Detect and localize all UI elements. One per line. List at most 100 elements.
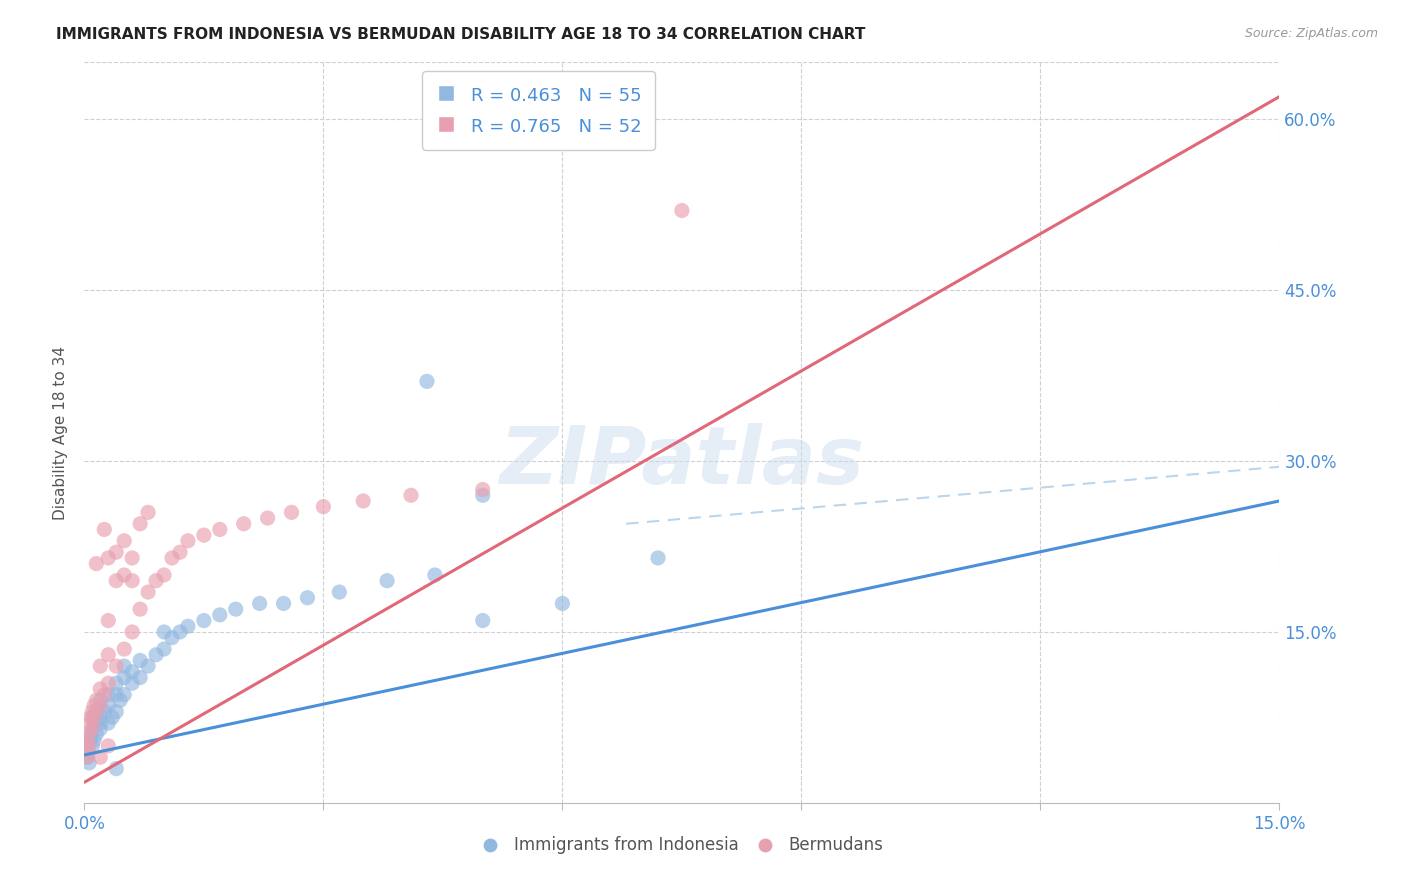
- Point: [93, 688, 115, 702]
- Point: [193, 528, 215, 542]
- Point: [129, 602, 152, 616]
- Point: [273, 597, 295, 611]
- Point: [80, 710, 103, 724]
- Point: [89, 659, 111, 673]
- Y-axis label: Disability Age 18 to 34: Disability Age 18 to 34: [53, 345, 69, 520]
- Point: [160, 631, 183, 645]
- Point: [129, 671, 152, 685]
- Point: [112, 642, 135, 657]
- Point: [105, 676, 128, 690]
- Point: [97, 698, 120, 713]
- Point: [97, 739, 120, 753]
- Point: [82, 705, 104, 719]
- Point: [97, 716, 120, 731]
- Point: [110, 693, 132, 707]
- Point: [208, 523, 231, 537]
- Point: [77, 745, 100, 759]
- Point: [79, 716, 101, 731]
- Point: [193, 614, 215, 628]
- Point: [82, 739, 104, 753]
- Point: [105, 688, 128, 702]
- Point: [93, 523, 115, 537]
- Point: [89, 693, 111, 707]
- Point: [112, 533, 135, 548]
- Point: [93, 705, 115, 719]
- Point: [79, 733, 101, 747]
- Point: [153, 642, 176, 657]
- Point: [89, 681, 111, 696]
- Point: [97, 614, 120, 628]
- Point: [328, 585, 350, 599]
- Point: [77, 727, 100, 741]
- Point: [105, 762, 128, 776]
- Point: [249, 597, 271, 611]
- Point: [77, 756, 100, 770]
- Point: [112, 659, 135, 673]
- Point: [76, 750, 98, 764]
- Point: [256, 511, 278, 525]
- Point: [86, 705, 108, 719]
- Point: [86, 727, 108, 741]
- Point: [121, 574, 143, 588]
- Point: [399, 488, 422, 502]
- Point: [153, 568, 176, 582]
- Point: [352, 494, 374, 508]
- Point: [82, 722, 104, 736]
- Point: [83, 698, 105, 713]
- Point: [471, 488, 494, 502]
- Legend: Immigrants from Indonesia, Bermudans: Immigrants from Indonesia, Bermudans: [474, 830, 890, 861]
- Point: [89, 750, 111, 764]
- Point: [169, 624, 191, 639]
- Point: [312, 500, 335, 514]
- Point: [177, 619, 200, 633]
- Point: [232, 516, 254, 531]
- Point: [208, 607, 231, 622]
- Point: [105, 659, 128, 673]
- Point: [97, 648, 120, 662]
- Point: [76, 750, 98, 764]
- Point: [169, 545, 191, 559]
- Point: [136, 505, 159, 519]
- Point: [105, 545, 128, 559]
- Point: [145, 574, 167, 588]
- Point: [225, 602, 247, 616]
- Point: [121, 624, 143, 639]
- Point: [112, 568, 135, 582]
- Point: [89, 716, 111, 731]
- Point: [280, 505, 302, 519]
- Point: [297, 591, 319, 605]
- Point: [471, 614, 494, 628]
- Point: [97, 688, 120, 702]
- Point: [145, 648, 167, 662]
- Point: [416, 375, 439, 389]
- Text: IMMIGRANTS FROM INDONESIA VS BERMUDAN DISABILITY AGE 18 TO 34 CORRELATION CHART: IMMIGRANTS FROM INDONESIA VS BERMUDAN DI…: [56, 27, 866, 42]
- Point: [423, 568, 446, 582]
- Point: [86, 557, 108, 571]
- Point: [121, 665, 143, 679]
- Point: [112, 688, 135, 702]
- Point: [177, 533, 200, 548]
- Text: Source: ZipAtlas.com: Source: ZipAtlas.com: [1244, 27, 1378, 40]
- Point: [112, 671, 135, 685]
- Point: [153, 624, 176, 639]
- Point: [101, 710, 124, 724]
- Point: [105, 705, 128, 719]
- Point: [551, 597, 574, 611]
- Point: [97, 550, 120, 565]
- Point: [77, 739, 100, 753]
- Point: [129, 653, 152, 667]
- Point: [671, 203, 693, 218]
- Point: [75, 739, 97, 753]
- Point: [89, 710, 111, 724]
- Point: [83, 710, 105, 724]
- Point: [89, 698, 111, 713]
- Point: [75, 745, 97, 759]
- Point: [97, 676, 120, 690]
- Point: [83, 733, 105, 747]
- Point: [471, 483, 494, 497]
- Point: [647, 550, 669, 565]
- Point: [86, 693, 108, 707]
- Point: [375, 574, 398, 588]
- Point: [89, 722, 111, 736]
- Point: [82, 722, 104, 736]
